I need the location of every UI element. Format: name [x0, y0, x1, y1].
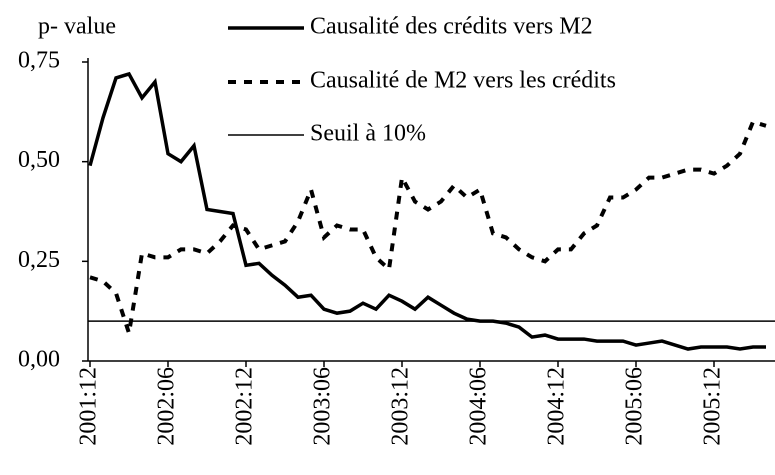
x-tick-label: 2003:06: [310, 367, 336, 446]
legend-label: Causalité des crédits vers M2: [310, 14, 593, 40]
y-tick-label: 0,25: [18, 247, 60, 273]
line-series: [89, 119, 767, 334]
legend-label: Causalité de M2 vers les crédits: [310, 68, 616, 94]
x-tick-label: 2002:06: [154, 367, 180, 446]
x-tick-label: 2002:12: [232, 367, 258, 446]
y-axis-label: p- value: [38, 14, 116, 40]
line-series: [88, 71, 766, 351]
x-tick-label: 2004:06: [466, 367, 492, 446]
y-tick-label: 0,50: [18, 147, 60, 173]
x-tick-label: 2003:12: [388, 367, 414, 446]
x-tick-label: 2005:06: [622, 367, 648, 446]
x-tick-label: 2001:12: [76, 367, 102, 446]
y-tick-label: 0,00: [18, 347, 60, 373]
x-tick-label: 2005:12: [700, 367, 726, 446]
y-tick-label: 0,75: [18, 48, 60, 74]
legend-label: Seuil à 10%: [310, 121, 426, 147]
x-tick-label: 2004:12: [544, 367, 570, 446]
